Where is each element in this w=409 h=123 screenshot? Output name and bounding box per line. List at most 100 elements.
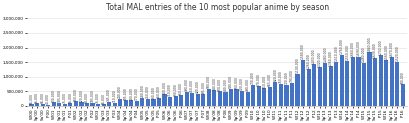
Text: 1,580,000: 1,580,000 xyxy=(300,44,304,59)
Bar xyxy=(223,92,227,106)
Text: 105,000: 105,000 xyxy=(90,89,94,102)
Text: 1,510,000: 1,510,000 xyxy=(333,46,337,61)
Bar xyxy=(217,91,222,106)
Bar xyxy=(311,64,315,106)
Text: 55,000: 55,000 xyxy=(29,93,34,104)
Text: 95,000: 95,000 xyxy=(68,92,72,103)
Bar xyxy=(52,102,56,106)
Text: 360,000: 360,000 xyxy=(179,82,183,95)
Bar xyxy=(168,97,172,106)
Bar xyxy=(350,57,354,106)
Bar xyxy=(63,104,67,106)
Text: 1,690,000: 1,690,000 xyxy=(355,40,360,56)
Bar xyxy=(107,102,111,106)
Bar xyxy=(129,100,133,106)
Title: Total MAL entries of the 10 most popular anime by season: Total MAL entries of the 10 most popular… xyxy=(106,3,328,12)
Text: 1,360,000: 1,360,000 xyxy=(328,50,332,66)
Bar xyxy=(333,62,337,106)
Bar xyxy=(383,60,387,106)
Text: 1,760,000: 1,760,000 xyxy=(339,38,343,54)
Text: 65,000: 65,000 xyxy=(40,92,45,103)
Text: 145,000: 145,000 xyxy=(107,88,111,101)
Text: 740,000: 740,000 xyxy=(400,71,404,84)
Text: 1,550,000: 1,550,000 xyxy=(344,44,348,60)
Bar xyxy=(112,103,117,106)
Text: 490,000: 490,000 xyxy=(184,78,188,91)
Bar xyxy=(339,54,343,106)
Bar xyxy=(250,85,255,106)
Text: 40,000: 40,000 xyxy=(46,93,50,104)
Text: 1,660,000: 1,660,000 xyxy=(350,41,354,57)
Text: 420,000: 420,000 xyxy=(196,80,199,93)
Bar xyxy=(118,99,122,106)
Text: 610,000: 610,000 xyxy=(262,75,265,88)
Bar xyxy=(85,103,89,106)
Bar xyxy=(245,92,249,106)
Bar xyxy=(366,52,371,106)
Bar xyxy=(394,62,398,106)
Text: 310,000: 310,000 xyxy=(168,84,172,96)
Bar xyxy=(256,86,260,106)
Text: 1,520,000: 1,520,000 xyxy=(394,45,398,61)
Bar xyxy=(79,102,83,106)
Bar xyxy=(184,92,188,106)
Text: 75,000: 75,000 xyxy=(63,92,67,103)
Bar xyxy=(273,82,277,106)
Bar xyxy=(400,84,404,106)
Text: 250,000: 250,000 xyxy=(146,85,150,98)
Bar xyxy=(140,98,144,106)
Bar xyxy=(317,67,321,106)
Text: 400,000: 400,000 xyxy=(162,81,166,94)
Text: 90,000: 90,000 xyxy=(85,92,89,103)
Bar xyxy=(151,99,155,106)
Text: 1,320,000: 1,320,000 xyxy=(317,51,321,67)
Text: 590,000: 590,000 xyxy=(229,75,232,88)
Bar xyxy=(261,88,266,106)
Bar xyxy=(35,103,39,106)
Bar xyxy=(234,90,238,106)
Text: 480,000: 480,000 xyxy=(223,79,227,91)
Text: 170,000: 170,000 xyxy=(135,88,139,100)
Bar xyxy=(46,105,50,106)
Text: 395,000: 395,000 xyxy=(201,81,205,94)
Text: 185,000: 185,000 xyxy=(124,87,128,100)
Bar xyxy=(101,104,106,106)
Bar xyxy=(372,58,376,106)
Bar xyxy=(228,89,233,106)
Bar xyxy=(355,57,360,106)
Bar xyxy=(306,69,310,106)
Text: 720,000: 720,000 xyxy=(284,72,288,84)
Bar xyxy=(195,94,199,106)
Bar xyxy=(124,100,128,106)
Text: 450,000: 450,000 xyxy=(190,79,194,92)
Text: 500,000: 500,000 xyxy=(218,78,221,91)
Bar xyxy=(40,104,45,106)
Bar xyxy=(157,98,161,106)
Text: 1,100,000: 1,100,000 xyxy=(295,58,299,73)
Bar xyxy=(378,55,382,106)
Bar xyxy=(146,99,150,106)
Text: 230,000: 230,000 xyxy=(151,86,155,99)
Bar xyxy=(179,95,183,106)
Bar xyxy=(239,91,244,106)
Bar xyxy=(135,101,139,106)
Text: 540,000: 540,000 xyxy=(212,77,216,90)
Text: 760,000: 760,000 xyxy=(278,70,282,83)
Bar xyxy=(206,89,210,106)
Text: 120,000: 120,000 xyxy=(79,89,83,102)
Text: 820,000: 820,000 xyxy=(273,69,276,81)
Bar xyxy=(190,93,194,106)
Text: 75,000: 75,000 xyxy=(96,92,100,103)
Text: 240,000: 240,000 xyxy=(118,86,122,98)
Bar xyxy=(284,85,288,106)
Bar xyxy=(267,87,271,106)
Text: 520,000: 520,000 xyxy=(240,77,243,90)
Bar xyxy=(322,63,326,106)
Text: 560,000: 560,000 xyxy=(234,76,238,89)
Bar xyxy=(361,63,365,106)
Bar xyxy=(173,96,177,106)
Bar xyxy=(278,84,282,106)
Text: 1,480,000: 1,480,000 xyxy=(361,47,365,62)
Bar xyxy=(295,74,299,106)
Text: 1,560,000: 1,560,000 xyxy=(383,44,387,60)
